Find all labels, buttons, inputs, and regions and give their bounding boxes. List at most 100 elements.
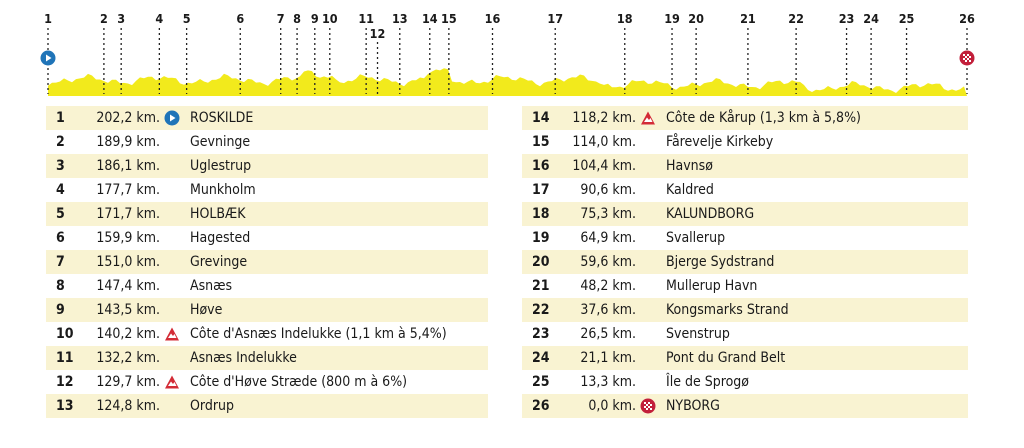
marker-label: 8 — [293, 11, 301, 26]
route-table-left: 1 202,2 km. ROSKILDE 2 189,9 km. Gevninge 3 186… — [46, 106, 488, 418]
row-number: 1 — [56, 110, 65, 126]
row-place: Kongsmarks Strand — [666, 302, 789, 318]
row-place: ROSKILDE — [190, 110, 254, 126]
row-distance: 202,2 km. — [96, 110, 160, 126]
table-row: 17 90,6 km. Kaldred — [522, 178, 968, 202]
row-number: 26 — [532, 398, 550, 414]
row-place: Bjerge Sydstrand — [666, 254, 775, 270]
row-place: Uglestrup — [190, 158, 252, 174]
marker-label: 22 — [788, 11, 804, 26]
marker-label: 16 — [484, 11, 501, 26]
row-number: 22 — [532, 302, 550, 318]
table-row: 4 177,7 km. Munkholm — [46, 178, 488, 202]
marker-label: 12 — [369, 26, 386, 41]
marker-label: 24 — [863, 11, 879, 26]
marker-label: 6 — [236, 11, 245, 26]
table-row: 5 171,7 km. HOLBÆK — [46, 202, 488, 226]
elevation-area — [48, 68, 967, 96]
table-row: 14 118,2 km. Côte de Kårup (1,3 km à 5,8%) — [522, 106, 968, 130]
row-distance: 0,0 km. — [588, 398, 636, 414]
row-distance: 118,2 km. — [572, 110, 636, 126]
row-distance: 48,2 km. — [580, 278, 636, 294]
table-row: 9 143,5 km. Høve — [46, 298, 488, 322]
marker-label: 18 — [616, 11, 633, 26]
marker-label: 23 — [838, 11, 855, 26]
marker-label: 13 — [391, 11, 408, 26]
table-row: 6 159,9 km. Hagested — [46, 226, 488, 250]
row-place: Munkholm — [190, 182, 256, 198]
row-number: 14 — [532, 110, 550, 126]
elevation-profile: 1 2 3 4 5 6 7 8 9 10 11 12 13 14 15 16 17 18 19 20 21 22 23 24 2… — [0, 0, 1024, 100]
row-distance: 189,9 km. — [96, 134, 160, 150]
row-distance: 104,4 km. — [572, 158, 636, 174]
row-place: Mullerup Havn — [666, 278, 758, 294]
row-number: 3 — [56, 158, 65, 174]
finish-icon — [959, 50, 975, 66]
row-place: HOLBÆK — [190, 206, 246, 222]
table-row: 2 189,9 km. Gevninge — [46, 130, 488, 154]
route-table-right: 14 118,2 km. Côte de Kårup (1,3 km à 5,8%)… — [522, 106, 968, 418]
row-number: 23 — [532, 326, 550, 342]
row-place: NYBORG — [666, 398, 720, 414]
marker-label: 15 — [441, 11, 457, 26]
row-place: KALUNDBORG — [666, 206, 755, 222]
row-number: 13 — [56, 398, 74, 414]
table-row: 25 13,3 km. Île de Sprogø — [522, 370, 968, 394]
row-place: Côte d'Høve Stræde (800 m à 6%) — [190, 374, 408, 390]
row-place: Ordrup — [190, 398, 234, 414]
row-place: Pont du Grand Belt — [666, 350, 786, 366]
row-number: 20 — [532, 254, 550, 270]
row-distance: 37,6 km. — [580, 302, 636, 318]
marker-label: 4 — [155, 11, 164, 26]
table-row: 20 59,6 km. Bjerge Sydstrand — [522, 250, 968, 274]
marker-label: 19 — [664, 11, 680, 26]
row-distance: 186,1 km. — [96, 158, 160, 174]
row-distance: 59,6 km. — [580, 254, 636, 270]
table-row: 1 202,2 km. ROSKILDE — [46, 106, 488, 130]
row-place: Côte de Kårup (1,3 km à 5,8%) — [666, 110, 861, 126]
marker-label: 25 — [898, 11, 915, 26]
table-row: 26 0,0 km. NYBORG — [522, 394, 968, 418]
row-distance: 90,6 km. — [580, 182, 636, 198]
row-distance: 26,5 km. — [580, 326, 636, 342]
row-distance: 147,4 km. — [96, 278, 160, 294]
marker-label: 14 — [421, 11, 438, 26]
row-number: 16 — [532, 158, 550, 174]
row-number: 11 — [56, 350, 74, 366]
row-distance: 75,3 km. — [580, 206, 636, 222]
row-place: Grevinge — [190, 254, 248, 270]
row-place: Høve — [190, 302, 223, 318]
row-place: Hagested — [190, 230, 251, 246]
table-row: 23 26,5 km. Svenstrup — [522, 322, 968, 346]
row-distance: 177,7 km. — [96, 182, 160, 198]
row-number: 12 — [56, 374, 74, 390]
row-number: 10 — [56, 326, 74, 342]
start-icon — [40, 50, 56, 66]
row-number: 2 — [56, 134, 65, 150]
row-place: Gevninge — [190, 134, 251, 150]
climb-icon — [164, 326, 180, 342]
row-distance: 151,0 km. — [96, 254, 160, 270]
row-distance: 114,0 km. — [572, 134, 636, 150]
marker-label: 21 — [740, 11, 756, 26]
marker-label: 2 — [99, 11, 108, 26]
marker-label: 7 — [276, 11, 285, 26]
table-row: 7 151,0 km. Grevinge — [46, 250, 488, 274]
row-place: Asnæs Indelukke — [190, 350, 297, 366]
table-row: 13 124,8 km. Ordrup — [46, 394, 488, 418]
row-number: 15 — [532, 134, 550, 150]
marker-label: 5 — [182, 11, 191, 26]
row-number: 25 — [532, 374, 550, 390]
marker-label: 26 — [959, 11, 975, 26]
row-number: 6 — [56, 230, 65, 246]
row-number: 17 — [532, 182, 550, 198]
climb-icon — [164, 374, 180, 390]
row-number: 19 — [532, 230, 550, 246]
table-row: 22 37,6 km. Kongsmarks Strand — [522, 298, 968, 322]
finish-icon — [640, 398, 656, 414]
row-number: 21 — [532, 278, 550, 294]
table-row: 11 132,2 km. Asnæs Indelukke — [46, 346, 488, 370]
row-place: Kaldred — [666, 182, 714, 198]
table-row: 10 140,2 km. Côte d'Asnæs Indelukke (1,1 k… — [46, 322, 488, 346]
table-row: 16 104,4 km. Havnsø — [522, 154, 968, 178]
